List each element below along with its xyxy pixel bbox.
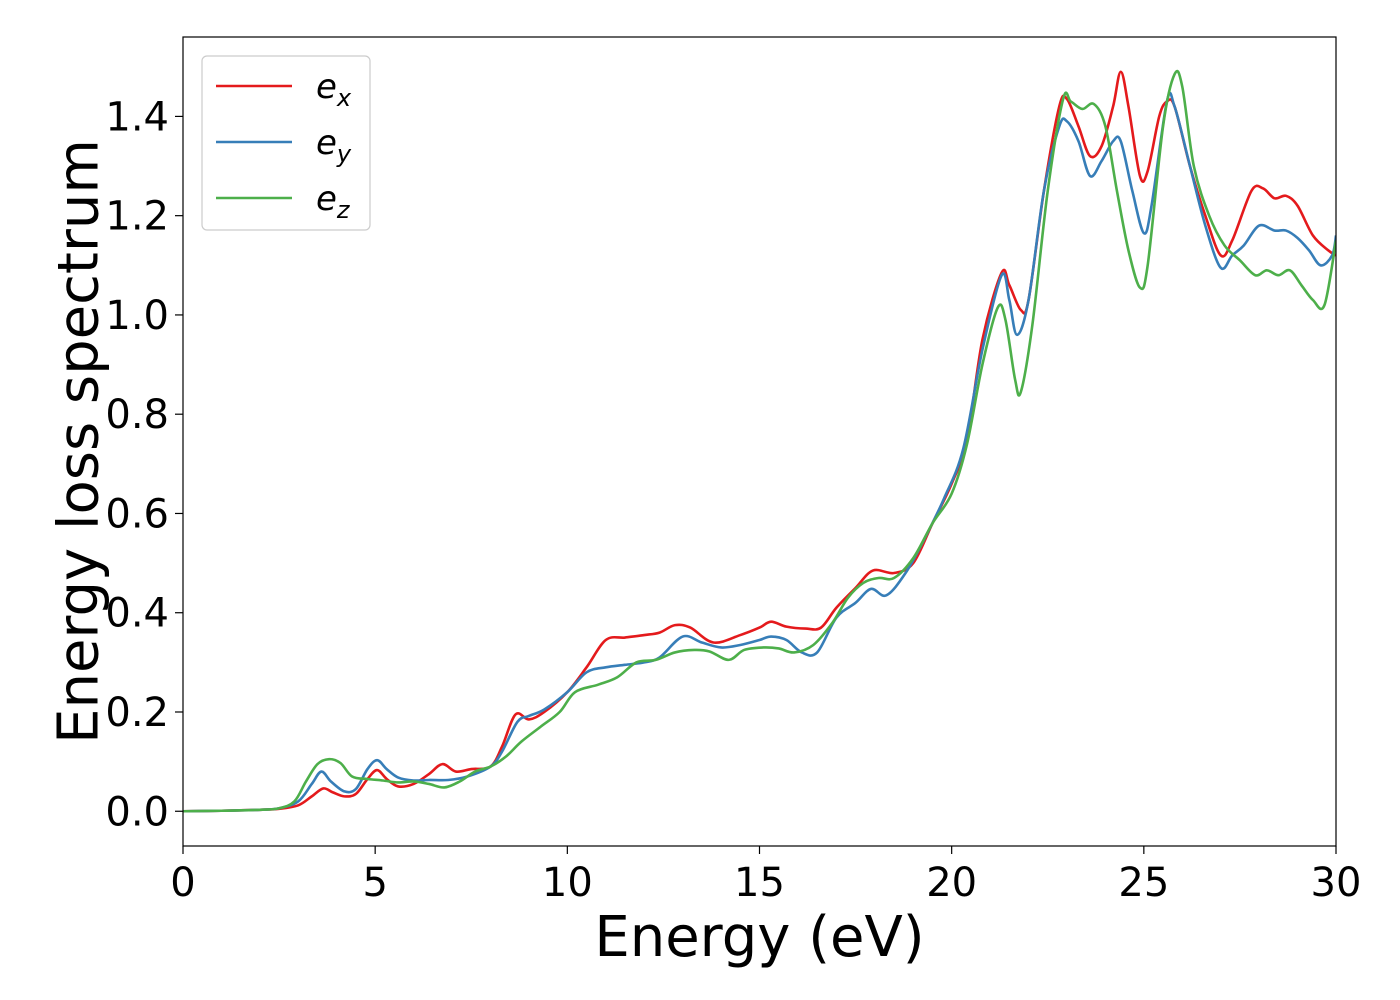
y-tick-label: 0.4 <box>105 591 169 637</box>
x-tick-label: 25 <box>1118 860 1169 906</box>
legend: ex ey ez <box>201 55 371 231</box>
legend-entry-label: ex <box>316 67 352 112</box>
x-axis-label: Energy (eV) <box>594 905 924 970</box>
y-axis-label: Energy loss spectrum <box>47 139 112 744</box>
x-tick-label: 10 <box>542 860 593 906</box>
series-line-e-z <box>183 69 1336 813</box>
plot-lines <box>183 69 1336 813</box>
legend-entry-label: ez <box>316 179 351 224</box>
y-tick-label: 1.2 <box>105 194 169 240</box>
x-tick-label: 15 <box>734 860 785 906</box>
x-tick-label: 0 <box>170 860 195 906</box>
x-axis: 0 5 10 15 20 25 30 <box>170 846 1361 906</box>
y-tick-label: 0.8 <box>105 392 169 438</box>
x-tick-label: 20 <box>926 860 977 906</box>
y-axis: 0.0 0.2 0.4 0.6 0.8 1.0 1.2 1.4 <box>105 94 183 835</box>
y-tick-label: 0.0 <box>105 789 169 835</box>
series-line-e-y <box>183 91 1336 813</box>
y-tick-label: 0.6 <box>105 491 169 537</box>
legend-entry-label: ey <box>316 123 352 168</box>
y-tick-label: 1.0 <box>105 293 169 339</box>
x-tick-label: 5 <box>362 860 387 906</box>
x-tick-label: 30 <box>1311 860 1362 906</box>
y-tick-label: 0.2 <box>105 690 169 736</box>
y-tick-label: 1.4 <box>105 94 169 140</box>
